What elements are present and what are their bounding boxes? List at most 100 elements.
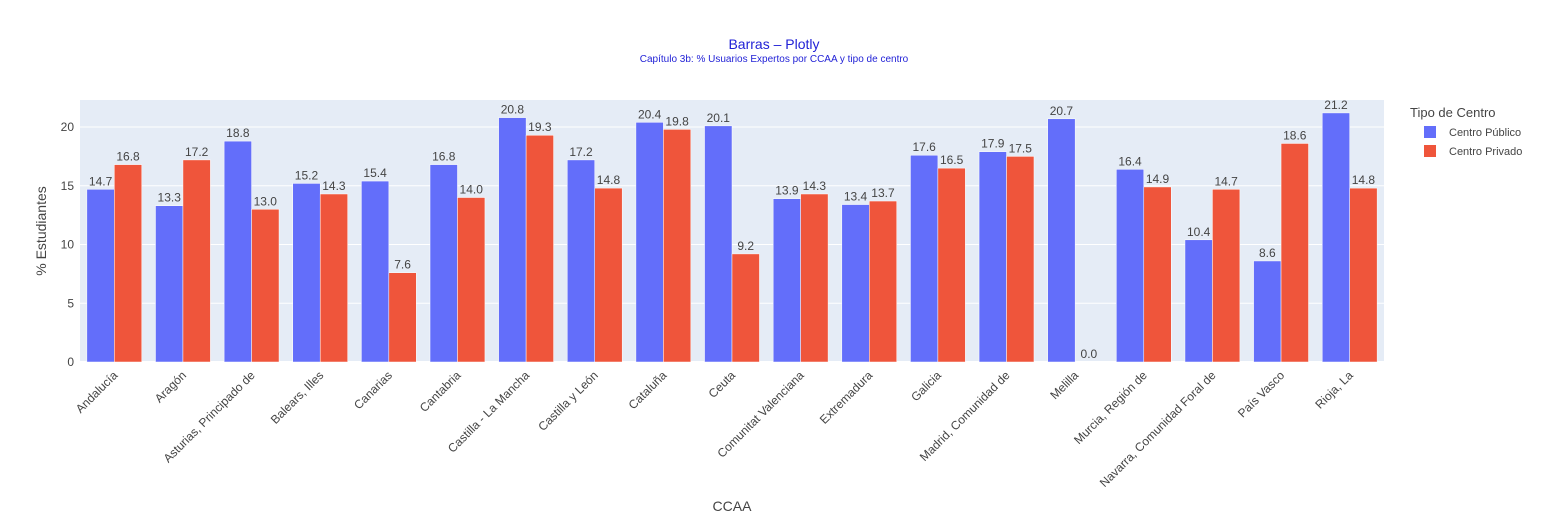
bar-value-label: 14.7 <box>1214 174 1238 188</box>
bar-value-label: 13.3 <box>158 191 182 205</box>
bar-publico[interactable] <box>429 164 458 363</box>
bar-publico[interactable] <box>635 122 664 363</box>
x-tick-label: Extremadura <box>817 368 876 427</box>
y-axis-title: % Estudiantes <box>33 186 49 276</box>
bar-privado[interactable] <box>594 187 623 363</box>
x-tick-label: Castilla y León <box>535 368 601 434</box>
bar-publico[interactable] <box>841 204 870 363</box>
bar-privado[interactable] <box>251 209 280 363</box>
x-tick-label: Cantabria <box>417 368 464 415</box>
chart-title: Barras – Plotly <box>728 36 819 52</box>
x-tick-label: Murcia, Región de <box>1071 368 1150 447</box>
legend-swatch-privado <box>1424 145 1436 157</box>
bar-privado[interactable] <box>937 167 966 363</box>
bar-privado[interactable] <box>114 164 143 363</box>
y-tick-label: 5 <box>67 296 74 310</box>
bar-value-label: 21.2 <box>1324 98 1348 112</box>
bar-privado[interactable] <box>1006 156 1035 363</box>
bar-publico[interactable] <box>1321 112 1350 363</box>
x-tick-label: Rioja, La <box>1312 368 1356 412</box>
bar-value-label: 7.6 <box>394 258 411 272</box>
x-tick-label: País Vasco <box>1235 368 1287 420</box>
bar-publico[interactable] <box>1253 260 1282 363</box>
bar-privado[interactable] <box>1212 189 1241 363</box>
chart-subtitle: Capítulo 3b: % Usuarios Expertos por CCA… <box>640 54 909 65</box>
legend-item-privado[interactable]: Centro Privado <box>1424 145 1522 158</box>
y-tick-labels: 0 5 10 15 20 <box>61 120 75 369</box>
bar-value-label: 15.2 <box>295 168 319 182</box>
bar-privado[interactable] <box>1349 187 1378 363</box>
bar-publico[interactable] <box>910 154 939 363</box>
bar-value-label: 14.8 <box>1352 173 1376 187</box>
bar-value-label: 17.6 <box>912 140 936 154</box>
bar-value-label: 9.2 <box>737 239 754 253</box>
x-tick-label: Canarias <box>351 368 395 412</box>
legend-swatch-publico <box>1424 126 1436 138</box>
bar-value-label: 13.0 <box>254 194 278 208</box>
bar-value-label: 19.8 <box>665 114 689 128</box>
bar-value-label: 14.3 <box>803 179 827 193</box>
bar-value-label: 16.8 <box>432 150 456 164</box>
bar-value-label: 20.7 <box>1050 104 1074 118</box>
bar-value-label: 20.1 <box>707 111 731 125</box>
bar-privado[interactable] <box>1280 143 1309 363</box>
bar-value-label: 13.7 <box>871 186 895 200</box>
bar-privado[interactable] <box>388 272 417 363</box>
bar-publico[interactable] <box>86 189 115 363</box>
legend-title: Tipo de Centro <box>1410 105 1496 120</box>
bar-value-label: 15.4 <box>363 166 387 180</box>
bar-privado[interactable] <box>182 159 211 363</box>
bar-privado[interactable] <box>525 134 554 363</box>
bar-value-label: 19.3 <box>528 120 552 134</box>
x-tick-label: Ceuta <box>706 368 739 401</box>
bar-value-label: 0.0 <box>1081 347 1098 361</box>
bars <box>86 112 1378 363</box>
bar-value-label: 20.4 <box>638 107 662 121</box>
legend: Tipo de Centro Centro Público Centro Pri… <box>1410 105 1522 158</box>
x-tick-label: Melilla <box>1047 368 1081 402</box>
bar-value-label: 16.8 <box>116 150 140 164</box>
legend-label-publico: Centro Público <box>1449 127 1521 139</box>
x-tick-label: Navarra, Comunidad Foral de <box>1097 368 1219 490</box>
bar-value-label: 10.4 <box>1187 225 1211 239</box>
bar-publico[interactable] <box>1047 118 1076 363</box>
bar-privado[interactable] <box>457 197 486 363</box>
bar-value-label: 14.3 <box>322 179 346 193</box>
bar-value-label: 14.9 <box>1146 172 1170 186</box>
bar-publico[interactable] <box>292 183 321 363</box>
bar-publico[interactable] <box>1184 239 1213 363</box>
bar-value-label: 18.6 <box>1283 128 1307 142</box>
bar-value-label: 17.9 <box>981 137 1005 151</box>
bar-value-label: 20.8 <box>501 103 525 117</box>
bar-value-label: 8.6 <box>1259 246 1276 260</box>
legend-item-publico[interactable]: Centro Público <box>1424 126 1521 139</box>
bar-publico[interactable] <box>361 180 390 363</box>
bar-publico[interactable] <box>704 125 733 363</box>
bar-publico[interactable] <box>978 151 1007 363</box>
bar-privado[interactable] <box>663 129 692 363</box>
y-tick-label: 10 <box>61 238 75 252</box>
bar-privado[interactable] <box>319 193 348 363</box>
bar-labels: 14.716.813.317.218.813.015.214.315.47.61… <box>89 98 1376 361</box>
bar-privado[interactable] <box>1143 186 1172 363</box>
bar-privado[interactable] <box>869 200 897 363</box>
bar-privado[interactable] <box>800 193 829 363</box>
bar-value-label: 14.8 <box>597 173 621 187</box>
bar-publico[interactable] <box>772 198 801 363</box>
x-tick-label: Aragón <box>152 368 189 405</box>
bar-publico[interactable] <box>567 159 595 363</box>
bar-publico[interactable] <box>1116 169 1145 363</box>
bar-value-label: 17.2 <box>185 145 209 159</box>
bar-publico[interactable] <box>155 205 184 363</box>
bar-publico[interactable] <box>498 117 527 363</box>
x-tick-label: Cataluña <box>626 368 670 412</box>
bar-value-label: 16.4 <box>1118 154 1142 168</box>
bar-value-label: 16.5 <box>940 153 964 167</box>
bar-privado[interactable] <box>731 253 760 363</box>
y-tick-label: 15 <box>61 179 75 193</box>
bar-publico[interactable] <box>223 140 252 363</box>
bar-value-label: 18.8 <box>226 126 250 140</box>
x-tick-label: Balears, Illes <box>268 368 326 426</box>
